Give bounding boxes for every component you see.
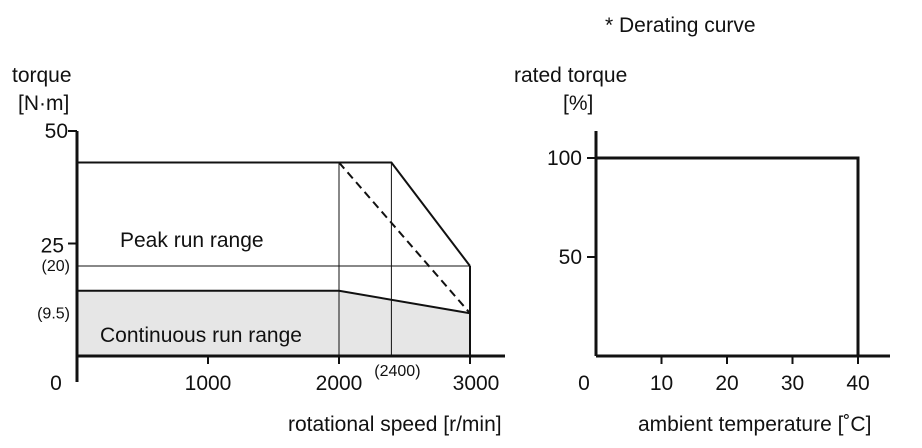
y-axis-unit: [%] [563, 92, 593, 115]
continuous-run-area [77, 290, 470, 356]
torque-speed-chart: torque [N·m] rotational speed [r/min] Pe… [12, 64, 505, 436]
peak-boundary-line [77, 161, 471, 267]
x-tick-label: 1000 [185, 372, 232, 395]
y-axis-label: rated torque [514, 64, 627, 87]
derating-title: * Derating curve [605, 14, 756, 37]
y-tick-label: 100 [547, 147, 582, 170]
x-tick-label: 0 [578, 372, 590, 395]
derating-series-line [596, 156, 860, 356]
tick-marks [68, 130, 471, 364]
x-axis-label: rotational speed [r/min] [288, 413, 502, 436]
continuous-boundary-line [77, 289, 471, 315]
x-tick-label: 2000 [316, 372, 363, 395]
peak-region-label: Peak run range [120, 229, 264, 252]
y-tick-label: 50 [559, 246, 582, 269]
y-tick-label: 50 [45, 120, 68, 143]
x-extra-label: (2400) [374, 363, 420, 380]
dashed-boundary-line [338, 161, 471, 314]
y-axis-label: torque [12, 64, 72, 87]
derating-chart: rated torque [%] ambient temperature [˚C… [514, 64, 890, 436]
y-extra-label: (9.5) [37, 305, 70, 322]
x-tick-label: 0 [50, 372, 62, 395]
y-tick-label: 25 [41, 235, 64, 258]
x-tick-label: 40 [846, 372, 869, 395]
x-tick-label: 3000 [453, 372, 500, 395]
x-tick-label: 10 [650, 372, 673, 395]
x-tick-label: 30 [781, 372, 804, 395]
x-axis-label: ambient temperature [˚C] [638, 413, 871, 436]
y-extra-label: (20) [42, 258, 70, 275]
tick-marks [587, 157, 859, 364]
x-tick-label: 20 [715, 372, 738, 395]
y-axis-unit: [N·m] [18, 92, 69, 115]
continuous-region-label: Continuous run range [100, 324, 302, 347]
